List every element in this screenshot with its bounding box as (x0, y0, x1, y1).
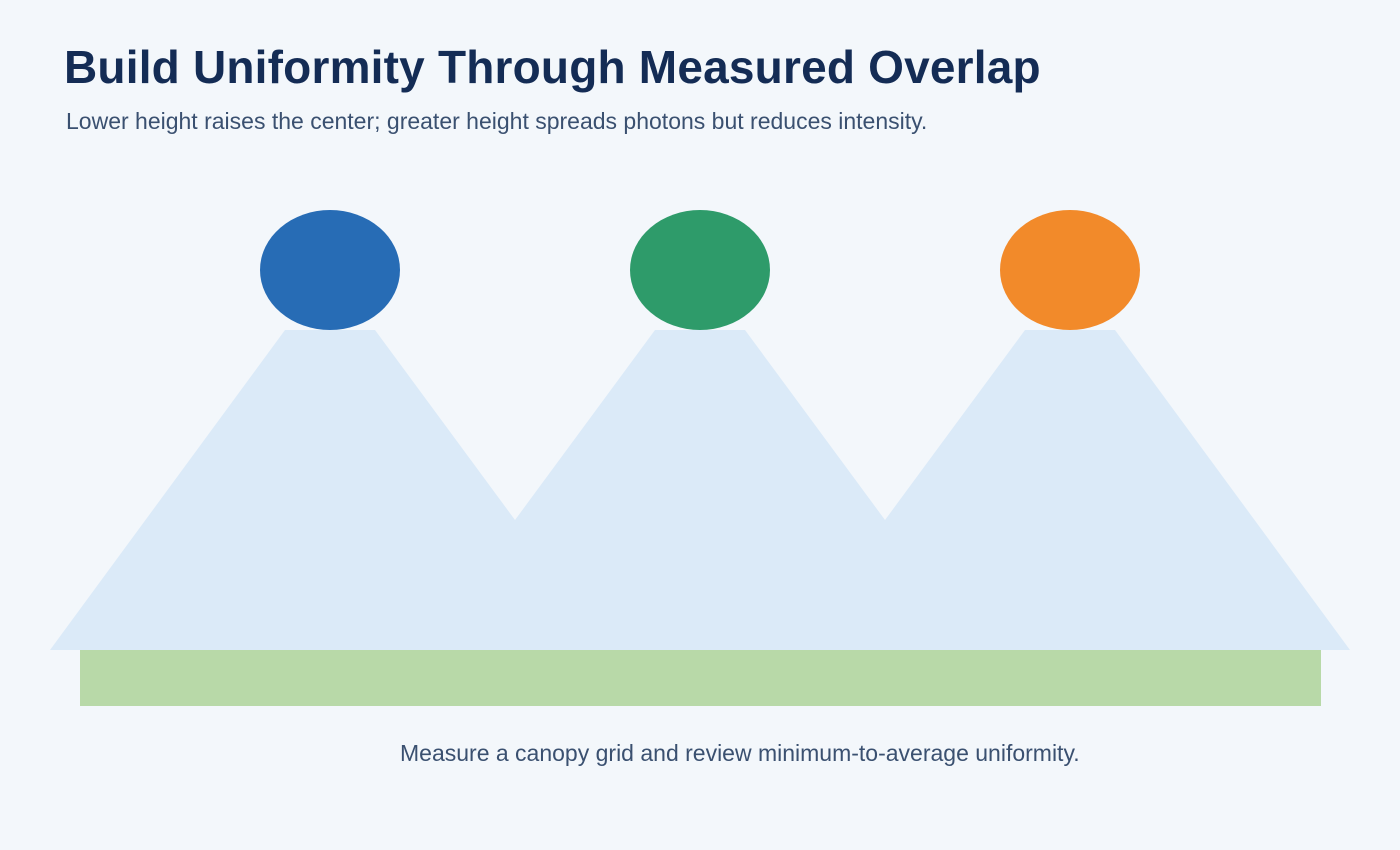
light-fixture-center (630, 210, 770, 330)
light-fixture-right (1000, 210, 1140, 330)
diagram-caption: Measure a canopy grid and review minimum… (400, 740, 1080, 766)
page-title: Build Uniformity Through Measured Overla… (64, 41, 1041, 93)
light-beams-overlap (50, 330, 1350, 650)
light-fixture-left (260, 210, 400, 330)
canopy-bar (80, 650, 1321, 706)
page-subtitle: Lower height raises the center; greater … (66, 108, 928, 134)
